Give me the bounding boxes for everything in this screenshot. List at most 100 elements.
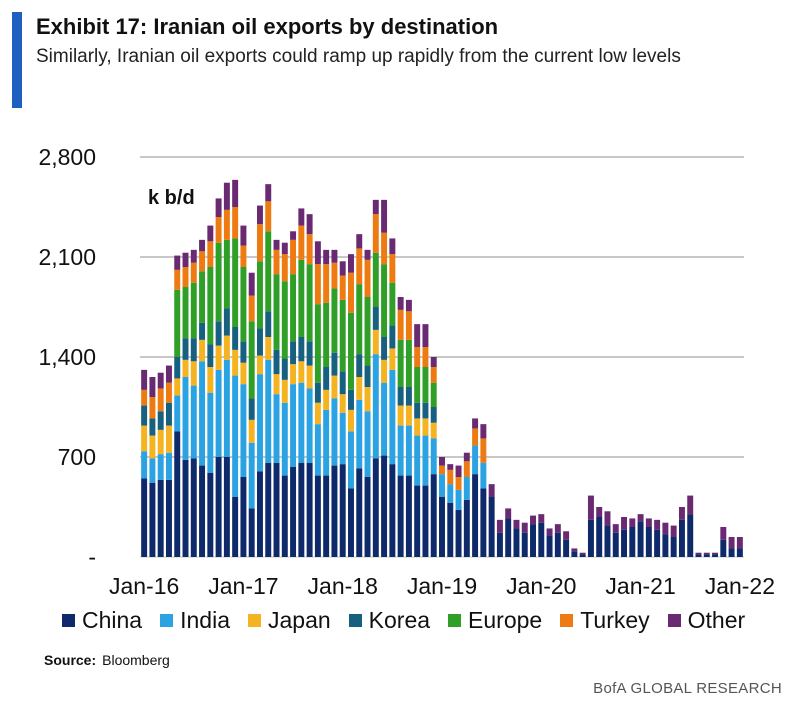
bar-segment-india (298, 382, 305, 463)
bar-segment-china (174, 431, 181, 557)
bar-segment-europe (232, 238, 239, 327)
chart-legend: China India Japan Korea Europe Turkey Ot… (62, 607, 745, 634)
bar-segment-korea (323, 367, 330, 390)
bar-segment-turkey (290, 239, 297, 275)
bar-segment-china (505, 518, 512, 557)
bar-segment-india (149, 458, 156, 483)
bar-segment-korea (405, 387, 412, 406)
y-axis-unit-label: k b/d (148, 187, 195, 209)
source-note: Source: Bloomberg (44, 652, 170, 668)
bar-segment-turkey (472, 428, 479, 446)
bar-segment-turkey (215, 217, 222, 243)
bar-segment-korea (339, 371, 346, 395)
bar-segment-india (397, 425, 404, 476)
bar-segment-korea (414, 402, 421, 419)
bar-segment-turkey (256, 224, 263, 262)
x-tick-label: Jan-21 (605, 573, 675, 599)
bar-segment-korea (356, 354, 363, 377)
bar-segment-china (480, 488, 487, 557)
bar-segment-turkey (455, 477, 462, 490)
bar-segment-china (455, 509, 462, 557)
bar-segment-korea (199, 322, 206, 340)
bar-segment-other (174, 255, 181, 270)
x-tick-label: Jan-20 (506, 573, 576, 599)
bar-segment-china (678, 519, 685, 557)
bar-segment-korea (149, 418, 156, 436)
bar-segment-china (190, 458, 197, 557)
bar-segment-india (248, 442, 255, 509)
bar-segment-europe (256, 261, 263, 329)
bar-segment-europe (397, 339, 404, 387)
bar-segment-turkey (281, 254, 288, 282)
bar-segment-japan (265, 337, 272, 360)
bar-segment-japan (199, 339, 206, 362)
bar-segment-turkey (348, 272, 354, 313)
bar-segment-china (339, 464, 346, 557)
bar-segment-china (215, 457, 222, 557)
bar-segment-other (736, 537, 743, 549)
bar-segment-japan (339, 394, 346, 413)
bar-segment-other (240, 225, 247, 246)
bar-segment-other (182, 252, 189, 267)
bar-segment-china (422, 485, 429, 557)
bar-segment-japan (281, 379, 288, 403)
bar-segment-india (323, 409, 330, 476)
bar-segment-other (521, 522, 528, 533)
bar-segment-other (505, 508, 512, 519)
bar-segment-europe (265, 231, 272, 312)
legend-item-china: China (62, 607, 142, 634)
bar-segment-india (364, 411, 371, 477)
bar-segment-china (290, 467, 297, 557)
bar-segment-india (240, 384, 247, 477)
bar-segment-japan (223, 335, 230, 360)
bar-segment-korea (256, 328, 263, 356)
legend-swatch (247, 614, 261, 627)
bar-segment-china (256, 471, 263, 557)
bar-segment-turkey (174, 269, 181, 290)
bar-segment-turkey (232, 207, 239, 239)
bar-segment-japan (273, 374, 280, 395)
bar-segment-india (182, 377, 189, 460)
bar-segment-europe (207, 267, 214, 345)
bar-segment-turkey (314, 264, 321, 305)
bar-segment-turkey (207, 241, 214, 267)
bar-segment-china (736, 548, 743, 557)
bar-segment-china (372, 458, 379, 557)
bar-segment-china (563, 539, 570, 557)
bar-segment-china (141, 478, 148, 557)
bar-segment-other (463, 452, 470, 462)
bar-segment-china (654, 529, 661, 557)
bar-segment-india (455, 489, 462, 510)
bar-segment-india (381, 382, 388, 456)
bar-segment-india (422, 435, 429, 486)
bar-segment-europe (290, 274, 297, 342)
bar-segment-europe (323, 302, 330, 367)
bar-segment-india (232, 375, 239, 497)
bar-segment-india (141, 451, 148, 479)
bar-segment-japan (397, 405, 404, 426)
bar-segment-turkey (422, 347, 429, 367)
bar-segment-other (604, 511, 611, 526)
bar-segment-other (488, 484, 495, 497)
bar-segment-other (670, 525, 677, 537)
bar-segment-china (530, 524, 536, 557)
x-tick-label: Jan-16 (109, 573, 179, 599)
bar-segment-other (563, 531, 570, 540)
bar-segment-japan (356, 377, 363, 400)
bar-segment-india (356, 399, 363, 469)
bar-segment-india (372, 354, 379, 459)
bar-segment-other (323, 249, 330, 265)
bar-segment-korea (372, 307, 379, 330)
bar-segment-china (538, 522, 545, 557)
bar-segment-turkey (389, 254, 396, 283)
bar-segment-china (645, 527, 652, 557)
bar-segment-india (414, 435, 421, 486)
legend-item-japan: Japan (247, 607, 331, 634)
bar-segment-china (463, 499, 470, 557)
bar-segment-china (248, 508, 255, 557)
bar-segment-china (720, 539, 727, 557)
bar-segment-europe (306, 264, 313, 342)
bar-segment-china (712, 554, 719, 557)
bar-segment-china (331, 465, 338, 557)
bar-segment-japan (232, 349, 239, 376)
